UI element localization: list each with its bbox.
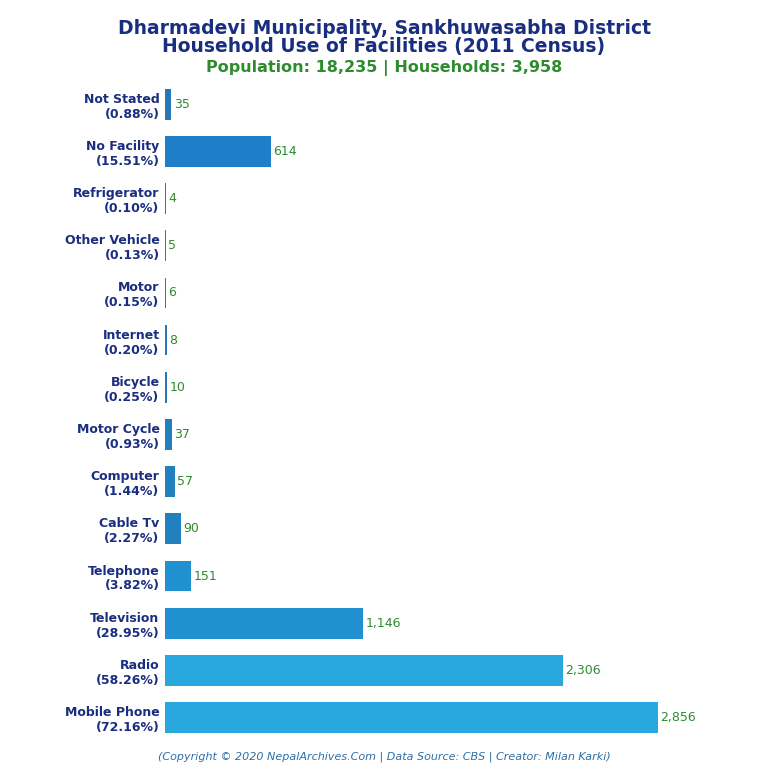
- Text: Dharmadevi Municipality, Sankhuwasabha District: Dharmadevi Municipality, Sankhuwasabha D…: [118, 19, 650, 38]
- Text: 1,146: 1,146: [366, 617, 401, 630]
- Text: 37: 37: [174, 428, 190, 441]
- Bar: [165, 607, 362, 638]
- Bar: [165, 702, 658, 733]
- Text: Household Use of Facilities (2011 Census): Household Use of Facilities (2011 Census…: [163, 37, 605, 56]
- Bar: [165, 136, 271, 167]
- Bar: [165, 514, 180, 545]
- Bar: [165, 561, 191, 591]
- Text: 5: 5: [168, 240, 177, 252]
- Bar: [165, 466, 175, 497]
- Text: 2,856: 2,856: [660, 711, 696, 724]
- Bar: [165, 230, 166, 261]
- Text: 614: 614: [273, 145, 297, 158]
- Bar: [165, 419, 171, 450]
- Text: 10: 10: [169, 381, 185, 394]
- Bar: [165, 325, 167, 356]
- Text: Population: 18,235 | Households: 3,958: Population: 18,235 | Households: 3,958: [206, 60, 562, 76]
- Text: 4: 4: [168, 192, 176, 205]
- Bar: [165, 277, 166, 308]
- Bar: [165, 89, 171, 120]
- Text: 8: 8: [169, 333, 177, 346]
- Bar: [165, 655, 563, 686]
- Text: (Copyright © 2020 NepalArchives.Com | Data Source: CBS | Creator: Milan Karki): (Copyright © 2020 NepalArchives.Com | Da…: [157, 751, 611, 762]
- Bar: [165, 372, 167, 402]
- Text: 151: 151: [194, 570, 217, 582]
- Text: 57: 57: [177, 475, 194, 488]
- Text: 6: 6: [169, 286, 177, 300]
- Text: 90: 90: [183, 522, 199, 535]
- Text: 2,306: 2,306: [565, 664, 601, 677]
- Text: 35: 35: [174, 98, 190, 111]
